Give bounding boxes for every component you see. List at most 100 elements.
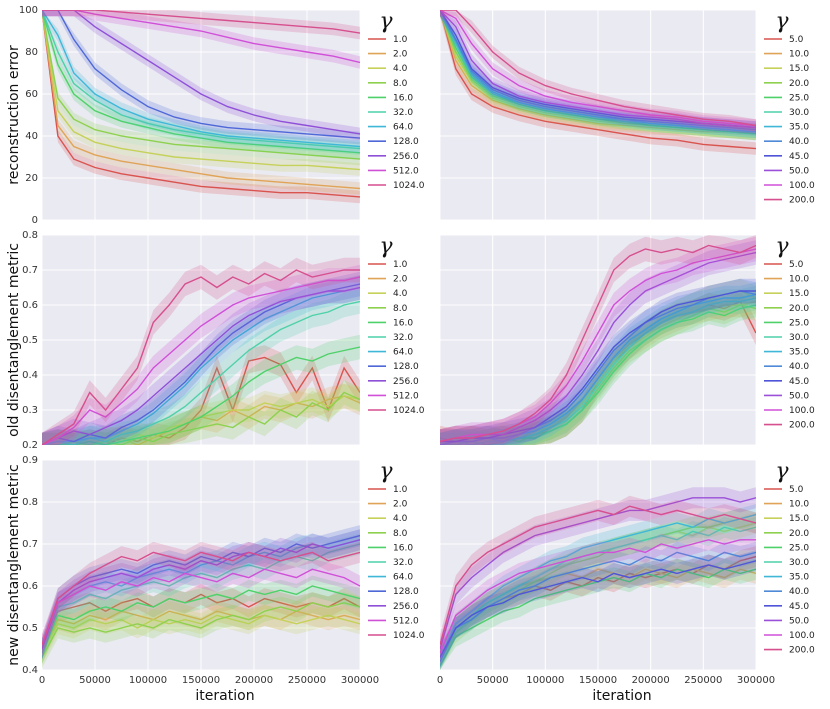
series-line-2.0 — [42, 10, 360, 190]
ylabel-row-1: old disentanglement metric — [6, 243, 22, 437]
legend-title: γ — [775, 234, 789, 259]
series-band-20.0 — [440, 508, 756, 670]
series-band-32.0 — [42, 10, 360, 155]
ytick-label: 0.9 — [22, 455, 38, 466]
series-band-45.0 — [440, 10, 756, 134]
series-band-256.0 — [42, 529, 360, 660]
legend-label-4.0: 4.0 — [393, 289, 408, 299]
xtick-label: 250000 — [684, 675, 722, 686]
series-band-5.0 — [440, 546, 756, 668]
series-group — [42, 525, 360, 668]
legend-label-128.0: 128.0 — [393, 362, 419, 372]
legend-title: γ — [775, 459, 789, 484]
series-band-256.0 — [42, 275, 360, 445]
ylabel-row-2: new disentanglement metric — [6, 464, 22, 665]
series-band-16.0 — [42, 334, 360, 445]
series-line-200.0 — [440, 505, 756, 645]
series-line-35.0 — [440, 513, 756, 658]
series-line-2.0 — [42, 610, 360, 654]
series-line-30.0 — [440, 297, 756, 445]
ytick-label: 0.5 — [22, 623, 38, 634]
series-group — [440, 487, 756, 670]
series-band-20.0 — [440, 10, 756, 141]
series-line-8.0 — [42, 10, 360, 160]
xlabel-right: iteration — [592, 688, 651, 704]
panel-r0-c0: 0 20 40 60 80 100 γ1.0 2.0 4.0 8.0 16.0 32.0 64.0 128… — [19, 5, 425, 226]
legend-label-45.0: 45.0 — [789, 602, 809, 612]
series-band-256.0 — [42, 10, 360, 141]
series-line-4.0 — [42, 614, 360, 654]
legend-label-25.0: 25.0 — [789, 318, 809, 328]
series-line-64.0 — [42, 539, 360, 650]
series-line-64.0 — [42, 10, 360, 148]
legend-title: γ — [379, 234, 393, 259]
legend-label-256.0: 256.0 — [393, 602, 419, 612]
series-line-32.0 — [42, 300, 360, 445]
xtick-label: 200000 — [632, 675, 670, 686]
legend-label-45.0: 45.0 — [789, 152, 809, 162]
legend-label-4.0: 4.0 — [393, 514, 408, 524]
series-band-40.0 — [440, 10, 756, 136]
series-band-30.0 — [440, 516, 756, 670]
series-line-10.0 — [440, 10, 756, 135]
xtick-label: 0 — [39, 675, 45, 686]
series-line-16.0 — [42, 585, 360, 654]
legend-label-10.0: 10.0 — [789, 500, 809, 510]
legend-label-512.0: 512.0 — [393, 616, 419, 626]
legend-label-8.0: 8.0 — [393, 529, 408, 539]
legend-label-16.0: 16.0 — [393, 318, 413, 328]
legend-label-25.0: 25.0 — [789, 543, 809, 553]
legend-label-32.0: 32.0 — [393, 558, 413, 568]
series-line-256.0 — [42, 539, 360, 650]
series-line-45.0 — [440, 290, 756, 443]
series-line-1024.0 — [42, 10, 360, 34]
legend-label-1024.0: 1024.0 — [393, 406, 425, 416]
legend-label-1.0: 1.0 — [393, 260, 408, 270]
ytick-label: 0.7 — [22, 539, 38, 550]
series-band-100.0 — [440, 236, 756, 445]
series-band-5.0 — [440, 10, 756, 155]
series-band-512.0 — [42, 10, 360, 69]
ylabel-row-0: reconstruction error — [6, 45, 22, 185]
series-line-40.0 — [440, 551, 756, 662]
ytick-label: 0.5 — [22, 335, 38, 346]
series-band-50.0 — [440, 240, 756, 445]
series-band-128.0 — [42, 525, 360, 660]
series-line-45.0 — [440, 560, 756, 658]
xtick-label: 100000 — [129, 675, 167, 686]
ytick-label: 0.3 — [22, 405, 38, 416]
legend-label-1024.0: 1024.0 — [393, 631, 425, 641]
legend-label-45.0: 45.0 — [789, 377, 809, 387]
legend-label-40.0: 40.0 — [789, 587, 809, 597]
series-line-8.0 — [42, 602, 360, 658]
series-line-25.0 — [440, 10, 756, 135]
ytick-label: 0.4 — [22, 370, 38, 381]
series-line-35.0 — [440, 10, 756, 133]
series-band-10.0 — [440, 10, 756, 141]
panel-r0-c1: γ5.0 10.0 15.0 20.0 25.0 30.0 35.0 40.0 45.0 50.0… — [439, 9, 815, 221]
legend-label-15.0: 15.0 — [789, 289, 809, 299]
legend-label-20.0: 20.0 — [789, 79, 809, 89]
legend-label-50.0: 50.0 — [789, 391, 809, 401]
series-line-32.0 — [42, 543, 360, 650]
legend-label-64.0: 64.0 — [393, 123, 413, 133]
series-band-50.0 — [440, 487, 756, 660]
legend-label-35.0: 35.0 — [789, 123, 809, 133]
series-line-25.0 — [440, 304, 756, 445]
legend-label-256.0: 256.0 — [393, 152, 419, 162]
legend-label-32.0: 32.0 — [393, 333, 413, 343]
legend-label-2.0: 2.0 — [393, 500, 408, 510]
series-line-16.0 — [42, 10, 360, 154]
series-line-512.0 — [42, 568, 360, 646]
legend-label-10.0: 10.0 — [789, 50, 809, 60]
legend-label-128.0: 128.0 — [393, 587, 419, 597]
series-band-30.0 — [440, 285, 756, 445]
series-line-16.0 — [42, 346, 360, 445]
series-band-30.0 — [440, 10, 756, 139]
series-line-50.0 — [440, 251, 756, 443]
series-line-1.0 — [42, 593, 360, 650]
series-line-128.0 — [42, 10, 360, 139]
legend-title: γ — [379, 9, 393, 34]
legend-label-16.0: 16.0 — [393, 93, 413, 103]
